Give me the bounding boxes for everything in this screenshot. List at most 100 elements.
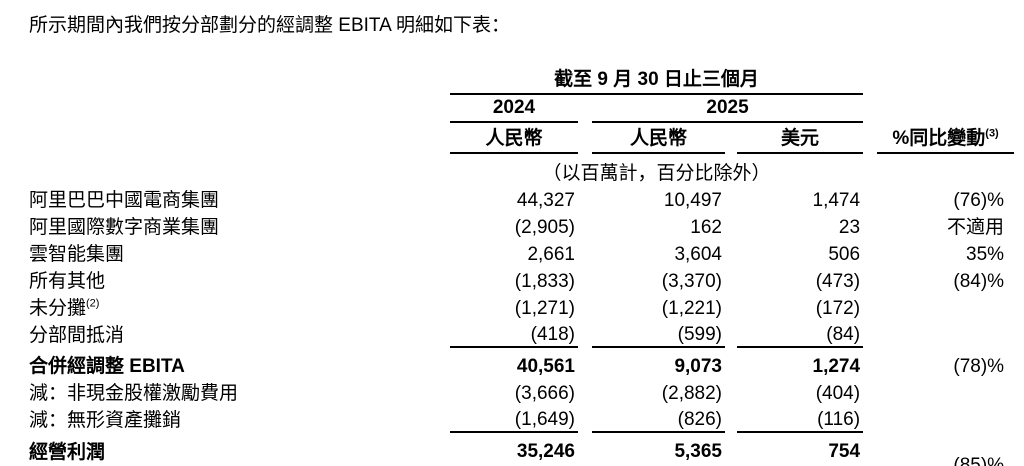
cny-2024-value: (3,666) [514, 383, 575, 404]
table-currency-header-row: 人民幣 人民幣 美元 %同比變動(3) [0, 122, 1015, 154]
empty-cell [0, 153, 450, 185]
gap-cell [863, 405, 877, 432]
cny-2024-value: 2,661 [527, 244, 575, 265]
gap-cell [863, 347, 877, 378]
row-label: 未分攤(2) [29, 297, 100, 319]
gap-cell [863, 432, 877, 466]
gap-cell [863, 239, 877, 266]
row-label: 減：無形資產攤銷 [29, 410, 182, 431]
footnote-ref-3: (3) [985, 127, 999, 140]
gap-cell [725, 293, 737, 320]
yoy-value: (78)% [953, 356, 1005, 377]
row-label: 分部間抵消 [29, 325, 125, 346]
yoy-value-offset: (85)% [953, 455, 1005, 466]
cny-2025-value: 9,073 [674, 356, 722, 377]
row-label: 雲智能集團 [29, 244, 125, 265]
empty-cell [0, 122, 450, 153]
row-label: 阿里巴巴中國電商集團 [29, 190, 220, 211]
yoy-value: (85)% [877, 432, 1014, 466]
usd-2025-value: (172) [815, 298, 861, 319]
row-label: 經營利潤 [29, 442, 106, 463]
gap-cell [863, 153, 877, 185]
empty-cell [877, 153, 1014, 185]
yoy-value: (76)% [953, 190, 1005, 211]
table-row-china-ecommerce: 阿里巴巴中國電商集團 44,327 10,497 1,474 (76)% [0, 185, 1014, 212]
gap-cell [863, 212, 877, 239]
usd-2025-value: (473) [815, 271, 861, 292]
gap-cell [578, 378, 592, 405]
table-row-less-share-based-compensation: 減：非現金股權激勵費用 (3,666) (2,882) (404) [0, 378, 1014, 405]
gap-cell [725, 320, 737, 347]
row-label: 合併經調整 EBITA [29, 356, 185, 377]
cny-2025-value: (599) [592, 320, 725, 348]
table-row-inter-segment-elimination: 分部間抵消 (418) (599) (84) [0, 320, 1014, 348]
gap-cell [578, 293, 592, 320]
gap-cell [725, 212, 737, 239]
gap-cell [578, 266, 592, 293]
gap-cell [725, 347, 737, 378]
gap-cell [578, 239, 592, 266]
cny-2025-value: 3,604 [674, 244, 722, 265]
usd-2025-value: (404) [815, 383, 861, 404]
row-label: 所有其他 [29, 271, 106, 292]
table-units-note-row: （以百萬計，百分比除外） [0, 153, 1014, 185]
empty-cell [877, 64, 1014, 94]
yoy-value [877, 320, 1014, 347]
usd-2025-value: 1,474 [812, 190, 861, 211]
cny-2024-value: 44,327 [516, 190, 575, 211]
gap-cell [578, 405, 592, 432]
usd-2025-value: (116) [737, 405, 864, 433]
gap-cell [863, 94, 877, 122]
yoy-change-label: %同比變動 [892, 128, 986, 149]
cny-2024-header: 人民幣 [450, 122, 578, 154]
table-row-intl-digital-commerce: 阿里國際數字商業集團 (2,905) 162 23 不適用 [0, 212, 1014, 239]
intro-text: 所示期間內我們按分部劃分的經調整 EBITA 明細如下表： [29, 15, 511, 36]
table-period-header-row: 截至 9 月 30 日止三個月 [0, 64, 1014, 95]
table-row-cloud-intelligence: 雲智能集團 2,661 3,604 506 35% [0, 239, 1014, 266]
usd-2025-value: 754 [737, 432, 864, 466]
table-row-all-others: 所有其他 (1,833) (3,370) (473) (84)% [0, 266, 1014, 293]
cny-2024-value: (1,271) [514, 298, 575, 319]
gap-cell [725, 378, 737, 405]
yoy-value [877, 378, 1014, 405]
year-2025-header: 2025 [592, 94, 864, 123]
cny-2024-value: 40,561 [516, 356, 575, 377]
year-2024-header: 2024 [450, 94, 578, 123]
table-row-less-amortization-intangibles: 減：無形資產攤銷 (1,649) (826) (116) [0, 405, 1014, 433]
yoy-value [877, 293, 1014, 320]
cny-2024-value: 35,246 [450, 432, 578, 466]
gap-cell [578, 320, 592, 347]
gap-cell [863, 293, 877, 320]
cny-2024-value: (1,833) [514, 271, 575, 292]
usd-2025-value: 506 [828, 244, 861, 265]
gap-cell [578, 347, 592, 378]
ebita-segment-table: 截至 9 月 30 日止三個月 2024 2025 人民幣 人民幣 美元 %同比… [0, 64, 1015, 466]
empty-cell [0, 94, 450, 122]
gap-cell [863, 64, 877, 94]
usd-2025-value: (84) [737, 320, 864, 348]
cny-2025-value: (2,882) [661, 383, 722, 404]
cny-2025-value: (826) [592, 405, 725, 433]
gap-cell [725, 185, 737, 212]
usd-2025-value: 1,274 [812, 356, 861, 377]
gap-cell [863, 185, 877, 212]
period-header: 截至 9 月 30 日止三個月 [450, 64, 864, 95]
row-label: 減：非現金股權激勵費用 [29, 383, 239, 404]
cny-2024-value: (1,649) [450, 405, 578, 433]
gap-cell [863, 378, 877, 405]
gap-cell [863, 122, 877, 153]
empty-cell [877, 94, 1014, 122]
table-row-unallocated: 未分攤(2) (1,271) (1,221) (172) [0, 293, 1014, 320]
yoy-value [877, 405, 1014, 432]
cny-2024-value: (418) [450, 320, 578, 348]
table-row-consolidated-adjusted-ebita: 合併經調整 EBITA 40,561 9,073 1,274 (78)% [0, 347, 1014, 378]
gap-cell [578, 432, 592, 466]
yoy-value: (84)% [953, 271, 1005, 292]
yoy-value: 35% [966, 244, 1005, 265]
cny-2025-value: (1,221) [661, 298, 722, 319]
cny-2025-value: 162 [690, 217, 722, 238]
units-note: （以百萬計，百分比除外） [542, 163, 771, 184]
gap-cell [578, 185, 592, 212]
table-row-income-from-operations: 經營利潤 35,246 5,365 754 (85)% [0, 432, 1014, 466]
